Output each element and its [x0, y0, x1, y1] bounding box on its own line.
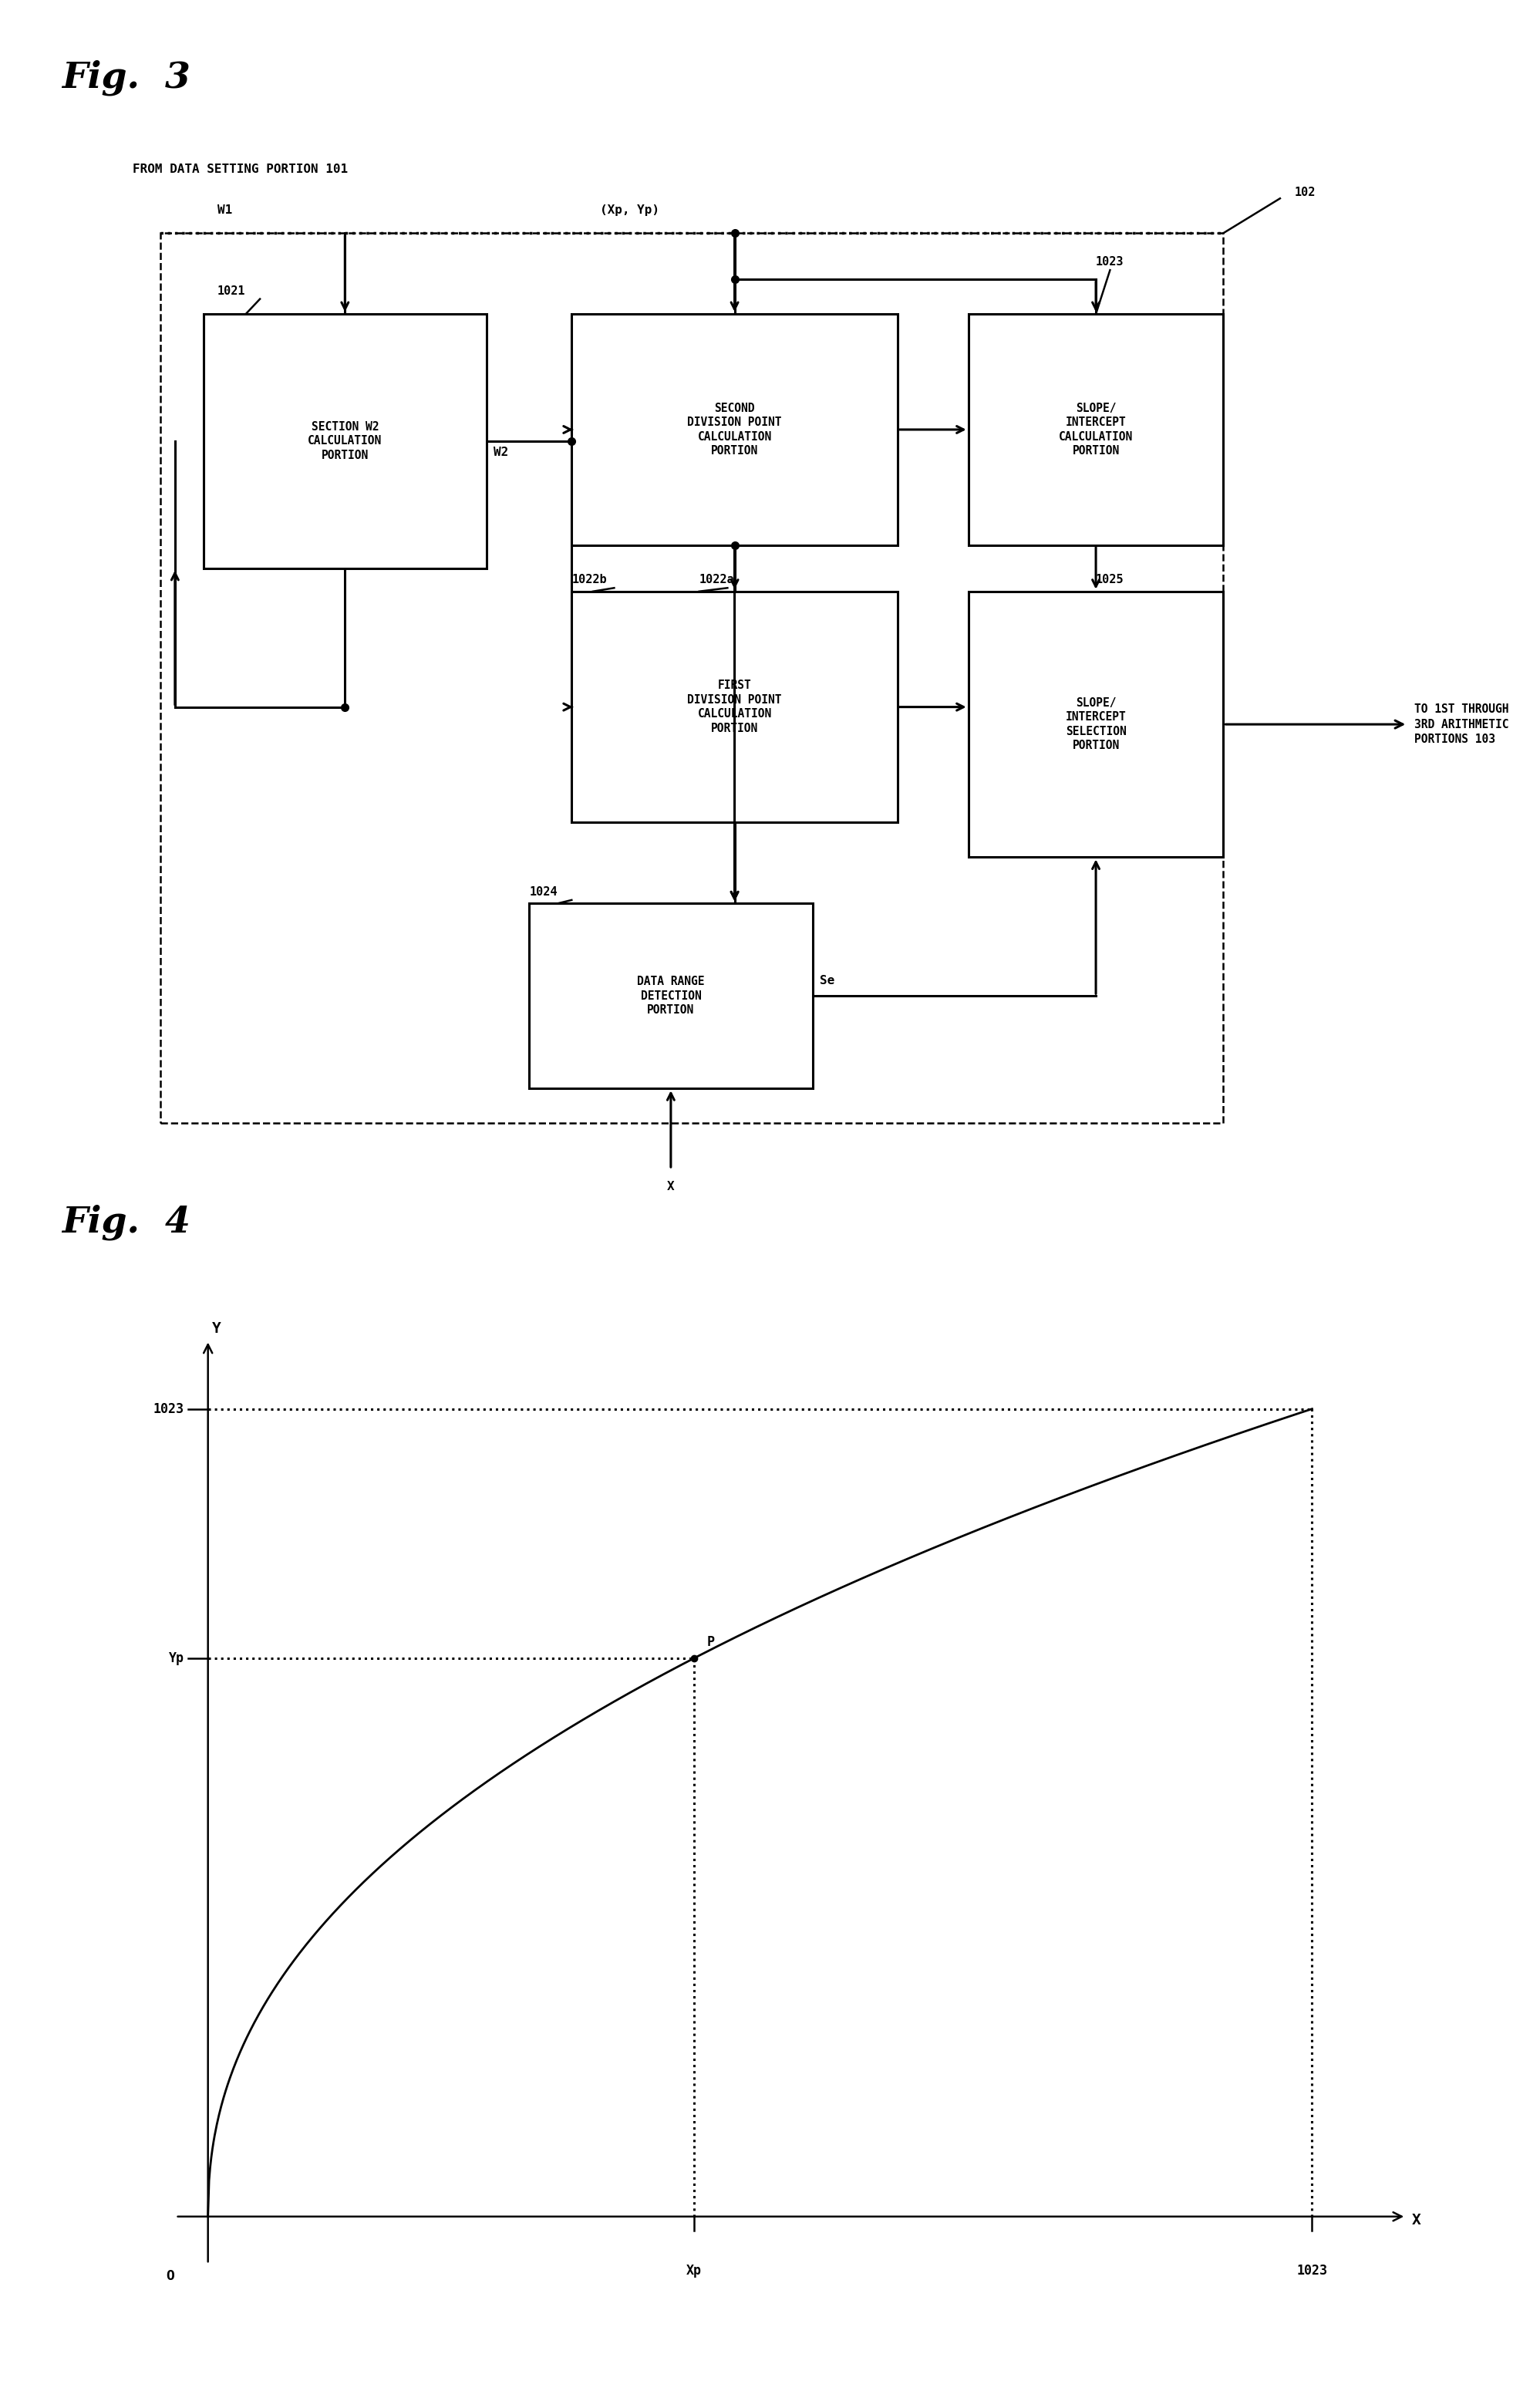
Text: 1024: 1024	[530, 886, 557, 898]
Text: 1022b: 1022b	[571, 573, 607, 585]
Text: 1023: 1023	[1096, 255, 1124, 267]
Text: Y: Y	[213, 1322, 222, 1336]
Text: Fig.  4: Fig. 4	[62, 1204, 191, 1240]
Text: Se: Se	[819, 975, 835, 987]
Text: FROM DATA SETTING PORTION 101: FROM DATA SETTING PORTION 101	[132, 164, 348, 176]
Text: SECTION W2
CALCULATION
PORTION: SECTION W2 CALCULATION PORTION	[308, 421, 382, 462]
Text: P: P	[707, 1635, 715, 1649]
Text: FIRST
DIVISION POINT
CALCULATION
PORTION: FIRST DIVISION POINT CALCULATION PORTION	[687, 679, 782, 734]
Text: W2: W2	[494, 448, 508, 458]
Text: O: O	[166, 2268, 174, 2283]
Text: 102: 102	[1294, 188, 1315, 197]
Text: 1025: 1025	[1096, 573, 1124, 585]
Text: SLOPE/
INTERCEPT
CALCULATION
PORTION: SLOPE/ INTERCEPT CALCULATION PORTION	[1060, 402, 1133, 458]
Bar	[571, 313, 898, 544]
Text: X: X	[667, 1180, 675, 1192]
Text: Fig.  3: Fig. 3	[62, 60, 191, 96]
Text: Yp: Yp	[169, 1652, 185, 1666]
Bar	[969, 592, 1223, 857]
Text: DATA RANGE
DETECTION
PORTION: DATA RANGE DETECTION PORTION	[638, 975, 705, 1016]
Text: 1022a: 1022a	[699, 573, 735, 585]
Text: 1021: 1021	[217, 284, 245, 296]
Text: TO 1ST THROUGH
3RD ARITHMETIC
PORTIONS 103: TO 1ST THROUGH 3RD ARITHMETIC PORTIONS 1…	[1415, 703, 1509, 746]
Text: SLOPE/
INTERCEPT
SELECTION
PORTION: SLOPE/ INTERCEPT SELECTION PORTION	[1066, 696, 1126, 751]
Bar	[969, 313, 1223, 544]
Bar	[160, 234, 1223, 1122]
Text: SECOND
DIVISION POINT
CALCULATION
PORTION: SECOND DIVISION POINT CALCULATION PORTIO…	[687, 402, 782, 458]
Text: 1023: 1023	[1297, 2264, 1327, 2278]
Text: (Xp, Yp): (Xp, Yp)	[601, 205, 659, 217]
Bar	[571, 592, 898, 824]
Bar	[530, 903, 813, 1088]
Text: W1: W1	[217, 205, 233, 217]
Bar	[203, 313, 487, 568]
Text: X: X	[1411, 2213, 1420, 2227]
Text: Xp: Xp	[685, 2264, 701, 2278]
Text: 1023: 1023	[154, 1401, 185, 1416]
